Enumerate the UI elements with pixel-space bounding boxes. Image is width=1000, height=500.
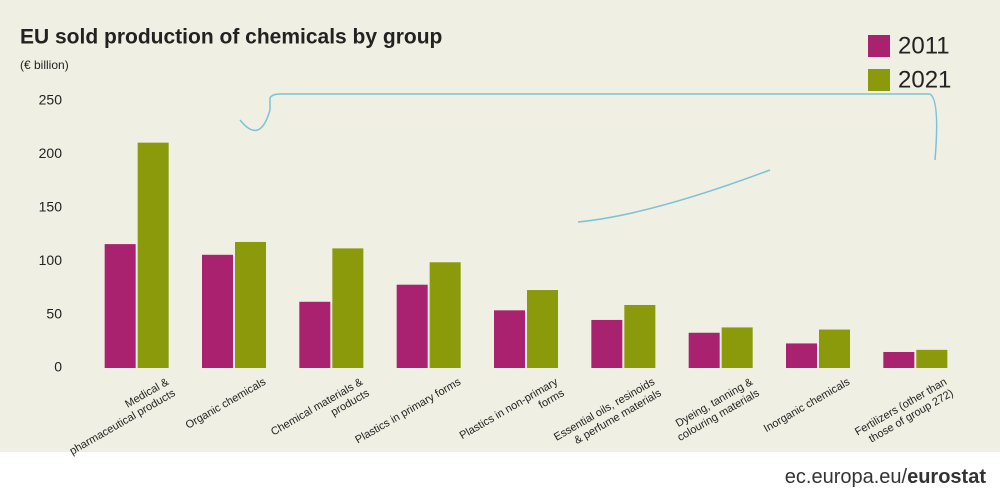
bar (137, 142, 169, 368)
bar (494, 310, 525, 368)
bar (396, 284, 428, 368)
y-tick-label: 100 (39, 252, 63, 268)
bar (429, 262, 461, 368)
bar (332, 248, 364, 368)
y-tick-label: 50 (46, 305, 62, 321)
legend-label: 2021 (898, 66, 951, 93)
tube-decoration (577, 169, 771, 223)
bar (883, 351, 915, 368)
bar (916, 349, 948, 368)
legend-swatch (868, 35, 890, 57)
bar (202, 254, 233, 368)
chart-subtitle: (€ billion) (20, 58, 69, 72)
bar (624, 304, 656, 368)
bar (591, 319, 623, 368)
legend-swatch (868, 69, 890, 91)
bar (235, 241, 266, 368)
source-site: ec.europa.eu/ (785, 466, 908, 488)
legend-label: 2011 (898, 32, 950, 59)
bar (786, 343, 817, 368)
source-brand: eurostat (907, 466, 986, 488)
y-tick-label: 0 (54, 359, 62, 375)
y-tick-label: 200 (39, 145, 63, 161)
bar (299, 301, 331, 368)
y-tick-label: 150 (39, 199, 63, 215)
y-tick-label: 250 (39, 92, 63, 108)
bar (721, 327, 753, 368)
bar (819, 329, 850, 368)
chart-title: EU sold production of chemicals by group (20, 26, 442, 49)
bar (527, 290, 558, 368)
bar (104, 244, 136, 368)
bar (688, 332, 720, 368)
tube-decoration (239, 93, 938, 161)
source: ec.europa.eu/eurostat (785, 466, 987, 488)
